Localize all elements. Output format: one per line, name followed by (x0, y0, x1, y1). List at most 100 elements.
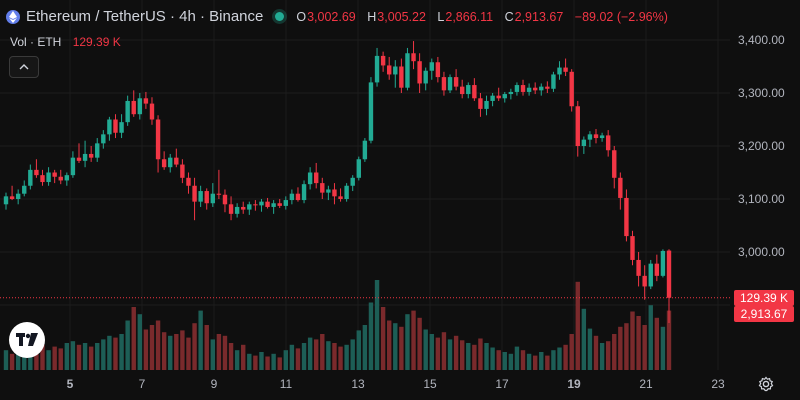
candle-body (453, 77, 459, 87)
market-status-icon[interactable] (275, 12, 285, 21)
volume-bar (289, 344, 295, 370)
candle-body (186, 177, 191, 186)
volume-bar (101, 339, 106, 370)
candle-body (654, 263, 660, 276)
candle-body (88, 153, 94, 158)
candle-body (605, 135, 611, 151)
volume-bar (222, 335, 228, 370)
time-axis-label: 5 (67, 377, 74, 391)
volume-bar (228, 343, 234, 370)
time-axis-label: 11 (280, 377, 293, 391)
volume-bar (453, 335, 459, 370)
volume-bar (405, 314, 410, 370)
candle-body (271, 203, 276, 207)
symbol-title[interactable]: Ethereum / TetherUS · 4h · Binance (26, 8, 264, 25)
close-value: 2,913.67 (514, 9, 564, 24)
volume-bar (168, 335, 173, 370)
volume-bar (532, 355, 538, 370)
volume-bar (174, 334, 179, 370)
symbol-legend: Ethereum / TetherUS · 4h · Binance O3,00… (6, 8, 676, 25)
candle-body (490, 95, 495, 101)
volume-bar (125, 320, 130, 370)
volume-bar (253, 355, 258, 370)
volume-bar (642, 325, 647, 370)
volume-bar (374, 280, 380, 370)
volume-bar (9, 353, 15, 370)
volume-bar (508, 353, 514, 370)
volume-bar (356, 330, 361, 370)
candle-body (222, 194, 228, 205)
collapse-legend-button[interactable] (9, 56, 39, 78)
candle-body (40, 175, 45, 183)
volume-bar (113, 337, 118, 370)
candle-body (295, 193, 301, 201)
volume-label: Vol · ETH (10, 35, 62, 49)
volume-bar (314, 339, 319, 370)
candle-body (143, 98, 149, 104)
volume-bar (459, 340, 465, 370)
gear-icon[interactable] (758, 376, 774, 392)
high-value: 3,005.22 (377, 9, 426, 24)
volume-bar (557, 347, 562, 370)
volume-bar (520, 350, 526, 370)
candle-body (618, 177, 623, 198)
candle-body (429, 62, 434, 71)
volume-bar (307, 337, 313, 370)
volume-bar (417, 317, 422, 370)
candle-body (113, 119, 118, 133)
volume-bar (539, 352, 544, 370)
time-axis-label: 15 (423, 377, 437, 391)
candle-body (125, 100, 130, 123)
candle-body (137, 98, 143, 115)
candle-body (539, 86, 544, 91)
volume-bar (22, 347, 27, 370)
candle-body (155, 119, 161, 160)
candle-body (478, 98, 483, 109)
volume-bar (618, 326, 623, 370)
time-axis-label: 7 (139, 377, 146, 391)
candle-body (289, 193, 295, 201)
candle-body (630, 236, 635, 260)
volume-bar (581, 308, 587, 370)
volume-bar (362, 325, 368, 370)
candle-body (472, 85, 477, 99)
volume-bar (241, 344, 246, 370)
volume-bar (64, 343, 70, 370)
candle-body (131, 100, 136, 115)
volume-bar (612, 334, 617, 370)
volume-bar (320, 334, 325, 370)
candle-body (82, 153, 88, 161)
volume-bar (411, 310, 416, 370)
volume-bar (380, 307, 386, 370)
candle-body (228, 204, 234, 214)
volume-bar (636, 316, 641, 370)
candle-body (15, 193, 21, 199)
candle-body (356, 159, 361, 178)
volume-bar (332, 343, 337, 370)
volume-bar (198, 310, 203, 370)
volume-bar (15, 352, 21, 370)
candle-body (380, 55, 386, 66)
price-axis-label: 3,300.00 (738, 86, 785, 100)
candle-body (64, 175, 70, 181)
candle-body (52, 172, 57, 177)
change-value: −89.02 (−2.96%) (574, 9, 668, 24)
candle-body (314, 172, 319, 184)
candle-body (581, 139, 587, 146)
volume-bar (387, 320, 392, 370)
volume-bar (247, 353, 252, 370)
candle-body (9, 196, 15, 199)
volume-bar (338, 346, 343, 370)
candle-body (362, 140, 368, 160)
tradingview-logo-icon[interactable] (9, 322, 45, 358)
candle-body (508, 91, 514, 95)
candle-body (520, 85, 526, 92)
candle-body (149, 103, 155, 120)
candle-body (551, 74, 556, 89)
volume-bar (192, 323, 197, 370)
volume-bar (277, 357, 282, 370)
volume-bar (429, 334, 434, 370)
candle-body (198, 191, 203, 202)
candle-body (459, 86, 465, 95)
